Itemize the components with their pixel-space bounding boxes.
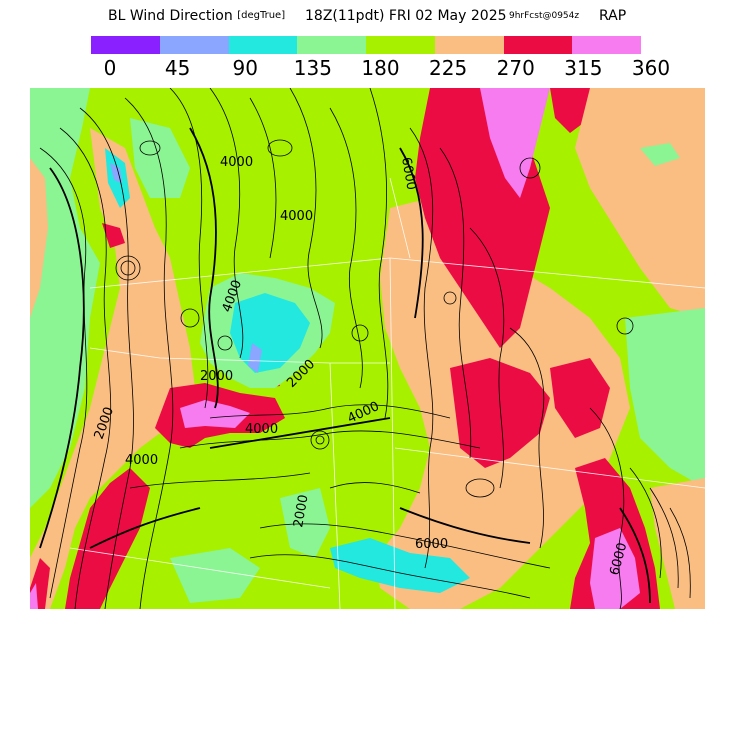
region-135-180-coast (30, 88, 100, 508)
region-135-180-north (130, 118, 190, 198)
colorbar-tick-label: 315 (564, 56, 603, 80)
region-225-270-ne (575, 88, 705, 318)
colorbar-tick-label: 225 (429, 56, 468, 80)
region-270-315-east-cell-2 (550, 358, 610, 438)
contour-label: 2000 (200, 369, 233, 384)
region-315-360-northeast (480, 88, 550, 198)
region-135-180-east (625, 308, 705, 488)
contour-label: 4000 (245, 422, 278, 437)
contour-label: 6000 (398, 156, 419, 191)
colorbar-swatch (297, 36, 366, 54)
colorbar-swatch (572, 36, 641, 54)
colorbar-tick-labels: 0 45 90 135 180 225 270 315 360 (0, 56, 734, 82)
terrain-contours (39, 88, 691, 609)
contour-label: 4000 (280, 209, 313, 224)
region-270-315-southwest (65, 468, 150, 609)
colorbar-tick-label: 180 (361, 56, 400, 80)
major-contours (39, 127, 651, 604)
colorbar-tick-label: 135 (293, 56, 332, 80)
region-225-270-coastal-range (30, 128, 195, 609)
region-270-315-nw-spot (102, 223, 125, 248)
contour-label: 2000 (291, 493, 312, 528)
region-225-270-se (650, 478, 705, 609)
region-315-360-central (180, 400, 250, 428)
colorbar-tick-label: 45 (164, 56, 191, 80)
colorbar-swatch (159, 36, 229, 54)
region-90-135-basin (230, 293, 310, 373)
title-valid-time: 18Z(11pdt) FRI 02 May 2025 (305, 8, 507, 24)
region-135-180-south (280, 488, 330, 558)
title-unit: [degTrue] (237, 10, 286, 21)
region-45-90-basin (248, 343, 262, 373)
region-270-315-east-cell (450, 358, 550, 468)
colorbar-swatch (228, 36, 298, 54)
region-45-90-north (110, 163, 122, 183)
colorbar-swatch (91, 36, 160, 54)
colorbar-legend (91, 36, 641, 54)
colorbar-tick-label: 360 (631, 56, 671, 80)
region-315-360-sw-edge (30, 583, 38, 609)
colorbar-tick-label: 0 (103, 56, 117, 80)
map-canvas: 4000 4000 2000 4000 2000 4000 2000 4000 … (30, 88, 705, 609)
colorbar-tick-label: 90 (232, 56, 258, 80)
title-parameter: BL Wind Direction (108, 8, 233, 24)
colorbar-swatch (503, 36, 573, 54)
contour-label: 6000 (415, 537, 448, 552)
region-135-180-sw (170, 548, 260, 603)
contour-label: 4000 (220, 155, 253, 170)
map-title: BL Wind Direction [degTrue] 18Z(11pdt) F… (0, 8, 734, 28)
contour-label: 4000 (125, 453, 158, 468)
state-boundaries (69, 177, 705, 609)
colorbar-swatch (366, 36, 435, 54)
colorbar-swatch (434, 36, 504, 54)
title-forecast-hour: 9hrFcst@0954z (509, 11, 580, 21)
region-225-270-offshore (30, 158, 48, 318)
wind-direction-map: 4000 4000 2000 4000 2000 4000 2000 4000 … (30, 88, 705, 609)
title-model: RAP (599, 8, 627, 24)
colorbar-tick-label: 270 (496, 56, 535, 80)
region-135-180-ne-spot (640, 143, 680, 166)
region-315-360-southeast (590, 528, 640, 609)
